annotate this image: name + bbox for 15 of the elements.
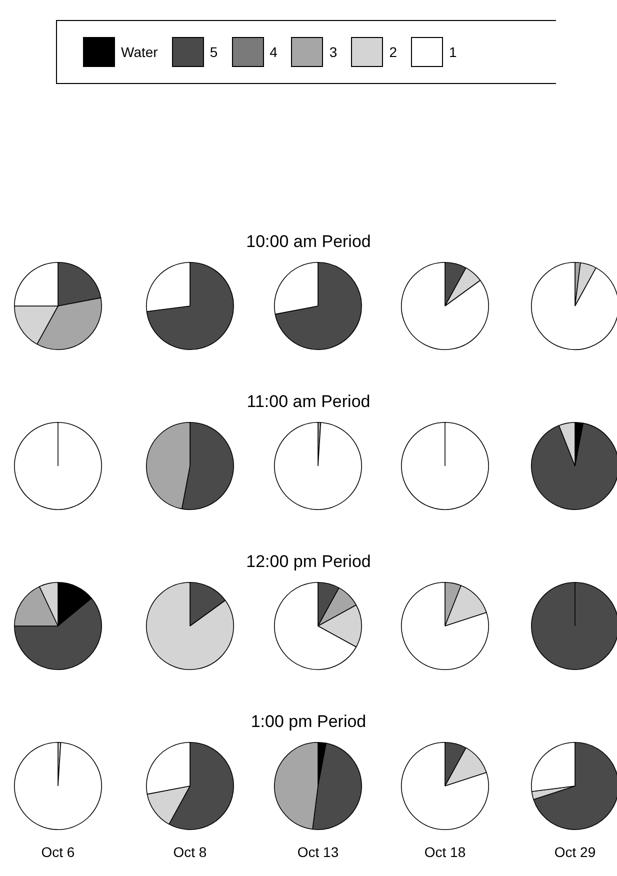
chart-title: 11:00 am Period (246, 392, 372, 412)
chart-title: 12:00 pm Period (245, 552, 372, 572)
text: Oct 8 (172, 844, 208, 860)
chart-title: 10:00 am Period (245, 232, 372, 252)
text: Oct 29 (553, 844, 597, 860)
legend-label: 5 (210, 44, 218, 60)
text: Oct 6 (40, 844, 76, 860)
legend-label: 3 (329, 44, 338, 60)
legend-label: 1 (449, 44, 457, 60)
legend-label: 4 (270, 44, 278, 60)
text: Oct 13 (296, 844, 340, 860)
text: Oct 18 (423, 844, 467, 860)
legend-label: 2 (389, 44, 398, 60)
legend-label: Water (121, 44, 158, 60)
chart-title: 1:00 pm Period (250, 712, 368, 732)
